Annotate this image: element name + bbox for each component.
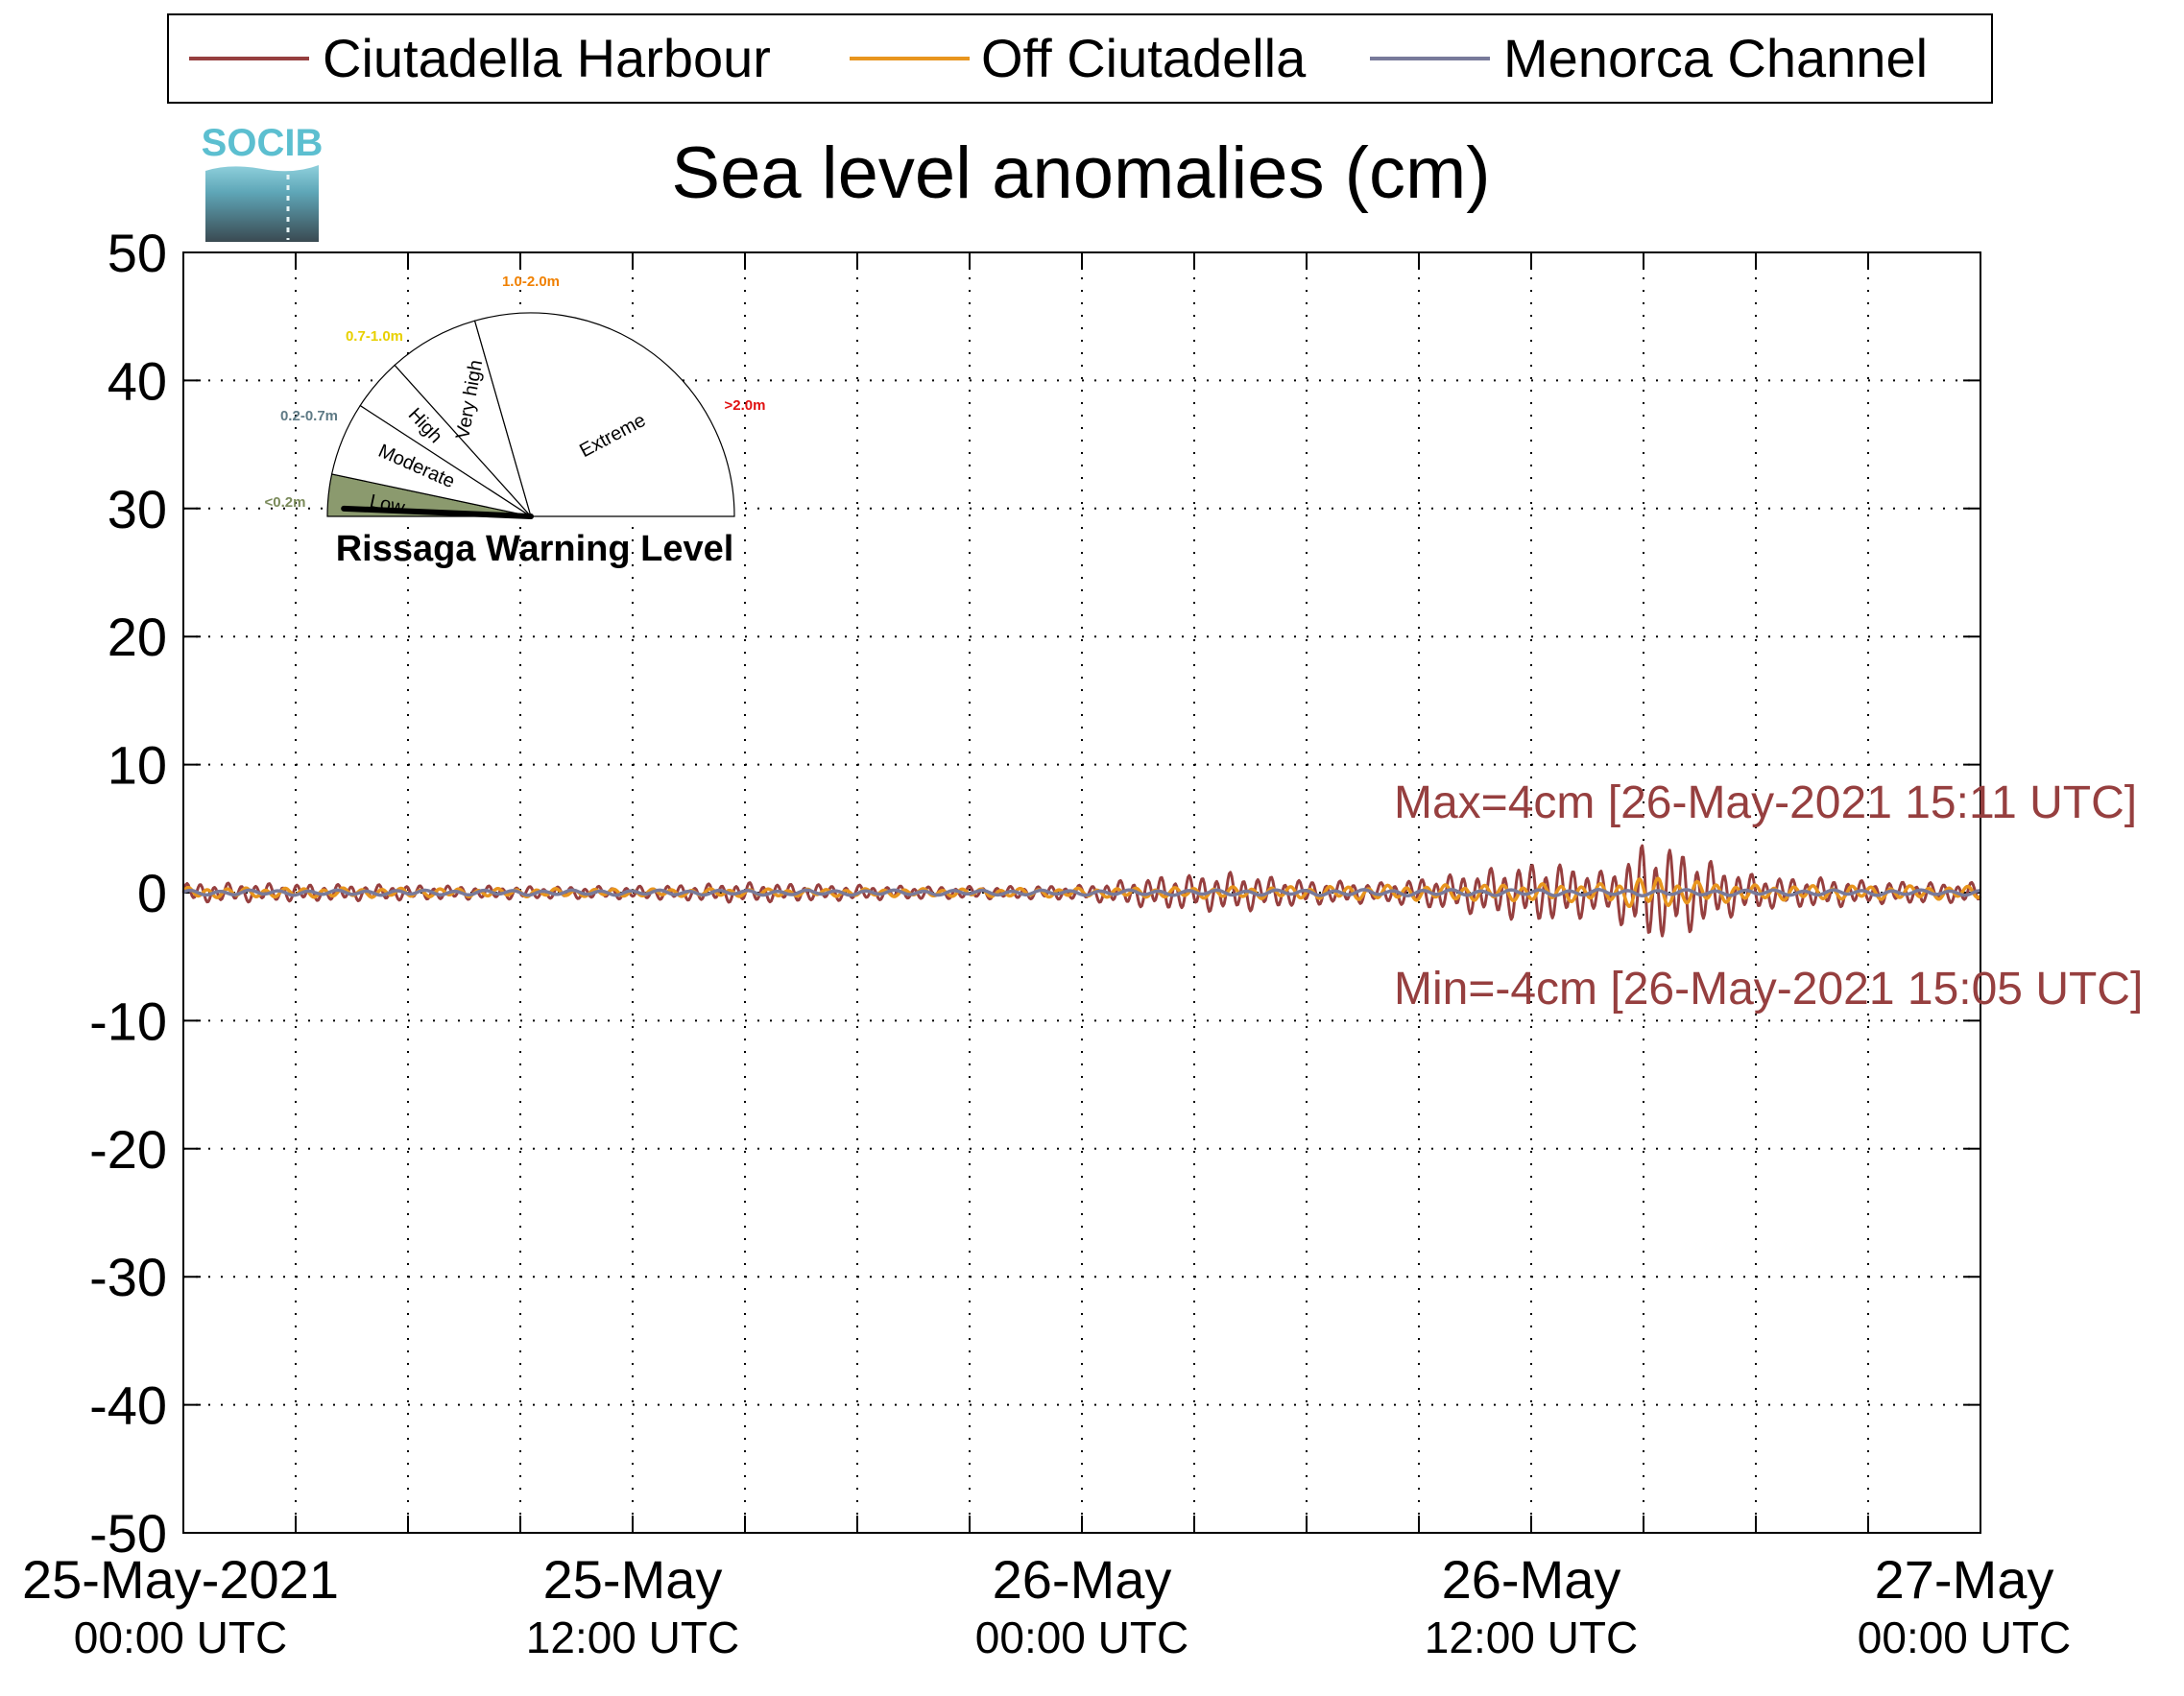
chart-title: Sea level anomalies (cm) — [671, 132, 1490, 214]
gauge-range-moderate: 0.2-0.7m — [280, 408, 338, 424]
series-line-menorca-channel — [182, 888, 1981, 897]
socib-logo: SOCIB — [202, 122, 324, 242]
y-tick-label: 0 — [137, 863, 167, 923]
legend-label-menorca-channel: Menorca Channel — [1503, 28, 1928, 88]
gauge-sector-extreme — [473, 312, 735, 517]
y-tick-label: -10 — [89, 991, 167, 1051]
y-tick-label: 40 — [108, 350, 167, 411]
x-tick-label-date: 26-May — [1442, 1549, 1621, 1610]
gauge-needle — [341, 505, 534, 519]
x-tick-label-date: 26-May — [993, 1549, 1172, 1610]
min-annotation: Min=-4cm [26-May-2021 15:05 UTC] — [1394, 964, 2143, 1015]
gauge-range-extreme: >2.0m — [725, 397, 766, 414]
x-tick-label-date: 25-May — [543, 1549, 723, 1610]
y-tick-label: 30 — [108, 479, 167, 539]
x-tick-label-time: 00:00 UTC — [1858, 1612, 2071, 1662]
legend-entry-off-ciutadella: Off Ciutadella — [850, 28, 1307, 88]
gauge-range-very-high: 1.0-2.0m — [502, 274, 560, 290]
x-tick-label-time: 00:00 UTC — [74, 1612, 287, 1662]
axes-frame — [182, 251, 1981, 1534]
legend: Ciutadella Harbour Off Ciutadella Menorc… — [167, 13, 1993, 104]
logo-text: SOCIB — [202, 122, 324, 164]
legend-box — [167, 13, 1993, 104]
x-tick-label-time: 12:00 UTC — [526, 1612, 739, 1662]
x-tick-label-time: 00:00 UTC — [975, 1612, 1188, 1662]
x-tick-label-date: 25-May-2021 — [22, 1549, 339, 1610]
series-lines — [181, 844, 1982, 938]
y-tick-label: 10 — [108, 735, 167, 796]
x-tick-label-time: 12:00 UTC — [1425, 1612, 1638, 1662]
legend-entry-ciutadella-harbour: Ciutadella Harbour — [189, 28, 771, 88]
gauge-range-high: 0.7-1.0m — [346, 328, 403, 345]
y-tick-label: -40 — [89, 1375, 167, 1436]
y-tick-label: 50 — [108, 223, 167, 283]
legend-label-off-ciutadella: Off Ciutadella — [981, 28, 1307, 88]
y-tick-labels: 50 40 30 20 10 0 -10 -20 -30 -40 -50 — [89, 223, 167, 1564]
y-tick-label: 20 — [108, 607, 167, 667]
y-tick-label: -50 — [89, 1503, 167, 1564]
gauge-title: Rissaga Warning Level — [336, 529, 734, 569]
max-annotation: Max=4cm [26-May-2021 15:11 UTC] — [1394, 777, 2137, 828]
gauge-range-low: <0.2m — [265, 494, 306, 511]
legend-label-ciutadella-harbour: Ciutadella Harbour — [323, 28, 771, 88]
legend-entry-menorca-channel: Menorca Channel — [1370, 28, 1928, 88]
x-tick-label-date: 27-May — [1875, 1549, 2054, 1610]
y-tick-label: -20 — [89, 1119, 167, 1180]
y-tick-label: -30 — [89, 1247, 167, 1307]
logo-wave — [205, 165, 319, 242]
